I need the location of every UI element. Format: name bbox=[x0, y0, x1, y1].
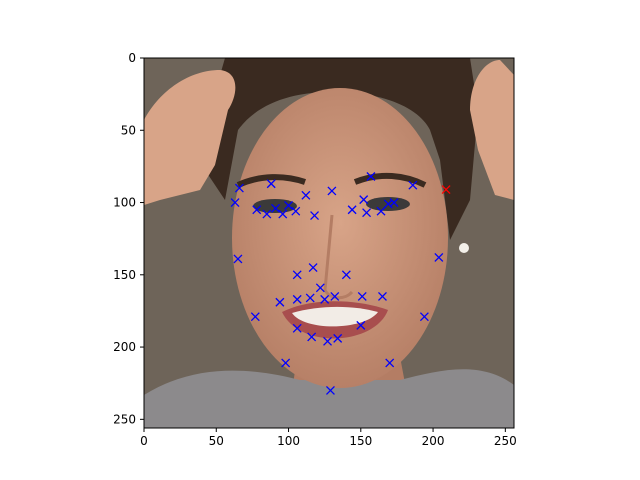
landmark-marker bbox=[357, 292, 367, 301]
landmark-marker bbox=[305, 293, 315, 303]
landmark-marker bbox=[359, 195, 369, 205]
landmark-marker bbox=[252, 205, 262, 215]
x-tick-label: 250 bbox=[494, 434, 517, 448]
landmark-marker bbox=[362, 208, 372, 218]
x-tick-label: 0 bbox=[140, 434, 148, 448]
y-tick-label: 100 bbox=[113, 196, 136, 210]
landmark-marker bbox=[356, 320, 366, 330]
landmark-marker bbox=[385, 358, 395, 368]
landmark-marker bbox=[230, 198, 240, 207]
x-tick-label: 50 bbox=[209, 434, 224, 448]
landmark-marker bbox=[278, 209, 288, 219]
axes-frame bbox=[143, 57, 515, 429]
landmark-marker bbox=[292, 294, 302, 304]
landmark-marker bbox=[330, 292, 340, 301]
landmark-marker bbox=[383, 199, 393, 209]
landmark-marker bbox=[419, 312, 429, 322]
landmark-marker bbox=[233, 254, 243, 264]
landmark-marker bbox=[275, 297, 285, 307]
landmark-marker bbox=[271, 203, 280, 213]
y-axis: 0 50 100 150 200 250 bbox=[113, 51, 144, 426]
landmark-marker bbox=[292, 270, 302, 280]
landmark-marker bbox=[333, 333, 343, 343]
landmark-marker bbox=[234, 183, 244, 193]
x-axis: 0 50 100 150 200 250 bbox=[140, 428, 517, 448]
landmark-marker bbox=[327, 186, 337, 196]
x-tick-label: 150 bbox=[349, 434, 372, 448]
landmark-marker bbox=[378, 292, 387, 301]
landmark-marker bbox=[434, 252, 444, 262]
landmark-marker bbox=[408, 180, 418, 190]
landmark-marker bbox=[266, 179, 276, 189]
landmark-marker bbox=[315, 283, 325, 293]
landmark-marker bbox=[341, 270, 351, 280]
landmark-marker bbox=[281, 358, 291, 368]
y-tick-label: 150 bbox=[113, 268, 136, 282]
landmark-marker bbox=[262, 209, 272, 219]
landmark-marker bbox=[347, 205, 357, 215]
landmark-marker bbox=[376, 206, 386, 216]
landmark-marker bbox=[250, 312, 260, 322]
y-tick-label: 200 bbox=[113, 340, 136, 354]
landmark-marker bbox=[307, 332, 317, 342]
landmark-marker bbox=[323, 336, 333, 346]
landmark-markers bbox=[230, 172, 451, 395]
landmark-marker bbox=[284, 200, 293, 210]
landmark-marker bbox=[308, 263, 318, 273]
face-photo bbox=[144, 58, 514, 428]
landmark-marker bbox=[292, 323, 302, 333]
highlight-marker bbox=[441, 185, 451, 194]
y-tick-label: 50 bbox=[121, 123, 136, 137]
landmark-marker bbox=[389, 198, 399, 207]
landmark-marker bbox=[320, 294, 330, 304]
y-tick-label: 250 bbox=[113, 412, 136, 426]
landmark-marker bbox=[291, 206, 301, 216]
x-tick-label: 200 bbox=[422, 434, 445, 448]
landmark-marker bbox=[310, 211, 320, 220]
landmark-marker bbox=[301, 190, 311, 200]
landmark-marker bbox=[325, 385, 335, 395]
y-tick-label: 0 bbox=[128, 51, 136, 65]
x-tick-label: 100 bbox=[277, 434, 300, 448]
landmark-marker bbox=[366, 172, 376, 181]
